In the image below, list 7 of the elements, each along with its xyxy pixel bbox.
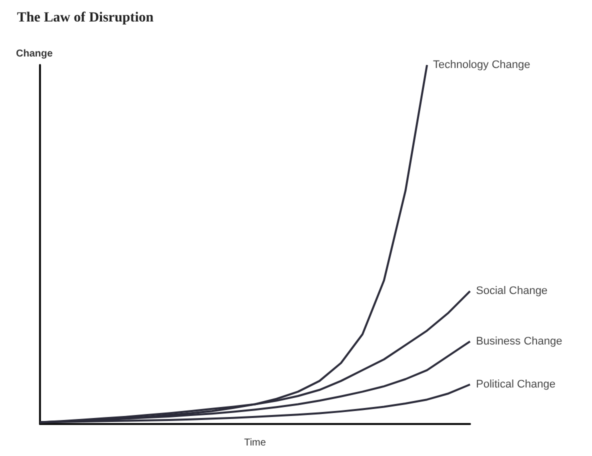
series-label: Technology Change (433, 59, 530, 71)
y-axis-title: Change (16, 48, 54, 60)
chart-title: The Law of Disruption (17, 10, 154, 26)
x-axis-title: Time (244, 438, 266, 448)
series-label: Business Change (476, 335, 562, 348)
series-label: Political Change (476, 378, 556, 391)
series-label: Social Change (476, 285, 548, 298)
